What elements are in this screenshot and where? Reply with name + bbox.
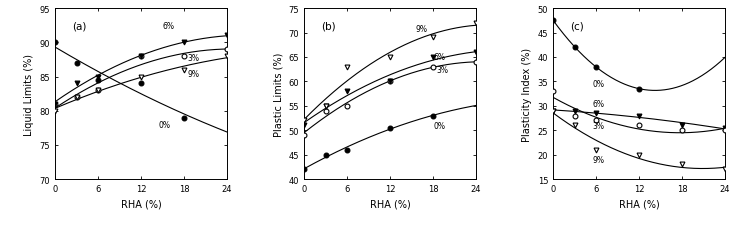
Text: 9%: 9%: [592, 155, 604, 164]
Text: 6%: 6%: [163, 22, 174, 31]
X-axis label: RHA (%): RHA (%): [369, 199, 411, 209]
X-axis label: RHA (%): RHA (%): [121, 199, 161, 209]
Y-axis label: Plasticity Index (%): Plasticity Index (%): [522, 47, 532, 141]
Y-axis label: Liquid Limits (%): Liquid Limits (%): [24, 53, 34, 135]
X-axis label: RHA (%): RHA (%): [619, 199, 659, 209]
Text: 6%: 6%: [592, 99, 604, 109]
Text: 0%: 0%: [159, 120, 171, 129]
Text: (c): (c): [570, 21, 584, 31]
Y-axis label: Plastic Limits (%): Plastic Limits (%): [273, 52, 283, 136]
Text: 0%: 0%: [433, 121, 445, 130]
Text: 6%: 6%: [433, 53, 445, 62]
Text: 3%: 3%: [592, 121, 604, 130]
Text: 0%: 0%: [592, 80, 604, 89]
Text: (a): (a): [72, 21, 87, 31]
Text: (b): (b): [322, 21, 336, 31]
Text: 3%: 3%: [188, 54, 199, 63]
Text: 9%: 9%: [415, 25, 427, 34]
Text: 3%: 3%: [436, 65, 448, 74]
Text: 9%: 9%: [188, 69, 199, 78]
